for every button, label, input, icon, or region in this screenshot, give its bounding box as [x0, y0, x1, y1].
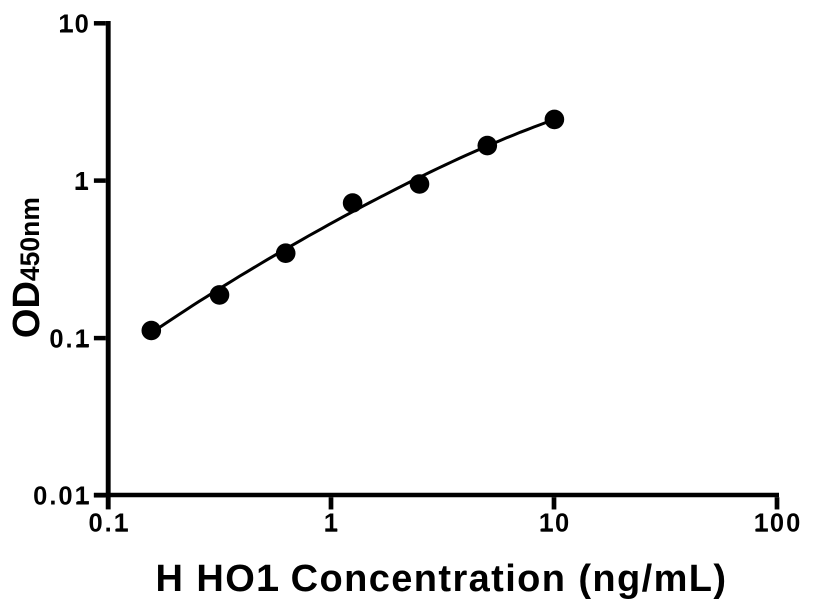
svg-text:0.01: 0.01	[33, 482, 91, 510]
svg-text:0.1: 0.1	[88, 510, 129, 538]
svg-text:1: 1	[324, 510, 340, 538]
svg-text:1: 1	[75, 168, 91, 196]
svg-text:10: 10	[58, 11, 90, 39]
svg-text:0.1: 0.1	[49, 325, 90, 353]
svg-text:OD450nm: OD450nm	[6, 197, 48, 338]
svg-text:10: 10	[539, 510, 571, 538]
svg-text:100: 100	[754, 510, 803, 538]
svg-text:H HO1 Concentration (ng/mL): H HO1 Concentration (ng/mL)	[156, 558, 728, 600]
